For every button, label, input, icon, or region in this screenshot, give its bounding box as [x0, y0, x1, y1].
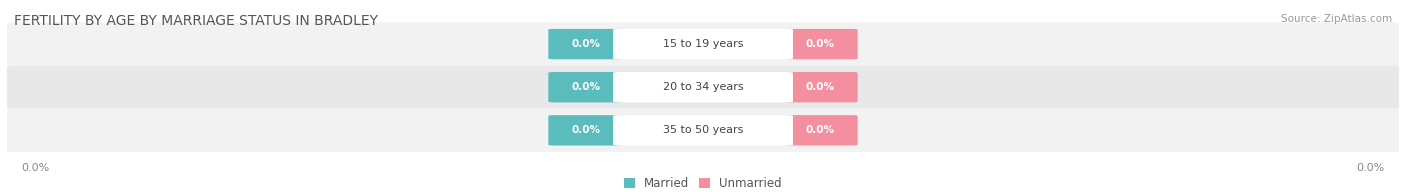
FancyBboxPatch shape — [783, 29, 858, 59]
FancyBboxPatch shape — [548, 29, 623, 59]
Text: 0.0%: 0.0% — [806, 125, 835, 135]
Legend: Married, Unmarried: Married, Unmarried — [624, 177, 782, 190]
FancyBboxPatch shape — [7, 23, 1399, 66]
Text: 0.0%: 0.0% — [21, 163, 49, 173]
FancyBboxPatch shape — [783, 72, 858, 102]
FancyBboxPatch shape — [7, 109, 1399, 152]
FancyBboxPatch shape — [613, 29, 793, 59]
Text: Source: ZipAtlas.com: Source: ZipAtlas.com — [1281, 14, 1392, 24]
Text: FERTILITY BY AGE BY MARRIAGE STATUS IN BRADLEY: FERTILITY BY AGE BY MARRIAGE STATUS IN B… — [14, 14, 378, 28]
Text: 35 to 50 years: 35 to 50 years — [662, 125, 744, 135]
FancyBboxPatch shape — [613, 115, 793, 145]
Text: 20 to 34 years: 20 to 34 years — [662, 82, 744, 92]
FancyBboxPatch shape — [613, 72, 793, 102]
Text: 15 to 19 years: 15 to 19 years — [662, 39, 744, 49]
Text: 0.0%: 0.0% — [571, 125, 600, 135]
Text: 0.0%: 0.0% — [571, 82, 600, 92]
Text: 0.0%: 0.0% — [806, 82, 835, 92]
FancyBboxPatch shape — [548, 72, 623, 102]
Text: 0.0%: 0.0% — [806, 39, 835, 49]
FancyBboxPatch shape — [783, 115, 858, 145]
FancyBboxPatch shape — [548, 115, 623, 145]
Text: 0.0%: 0.0% — [1357, 163, 1385, 173]
FancyBboxPatch shape — [7, 66, 1399, 109]
Text: 0.0%: 0.0% — [571, 39, 600, 49]
